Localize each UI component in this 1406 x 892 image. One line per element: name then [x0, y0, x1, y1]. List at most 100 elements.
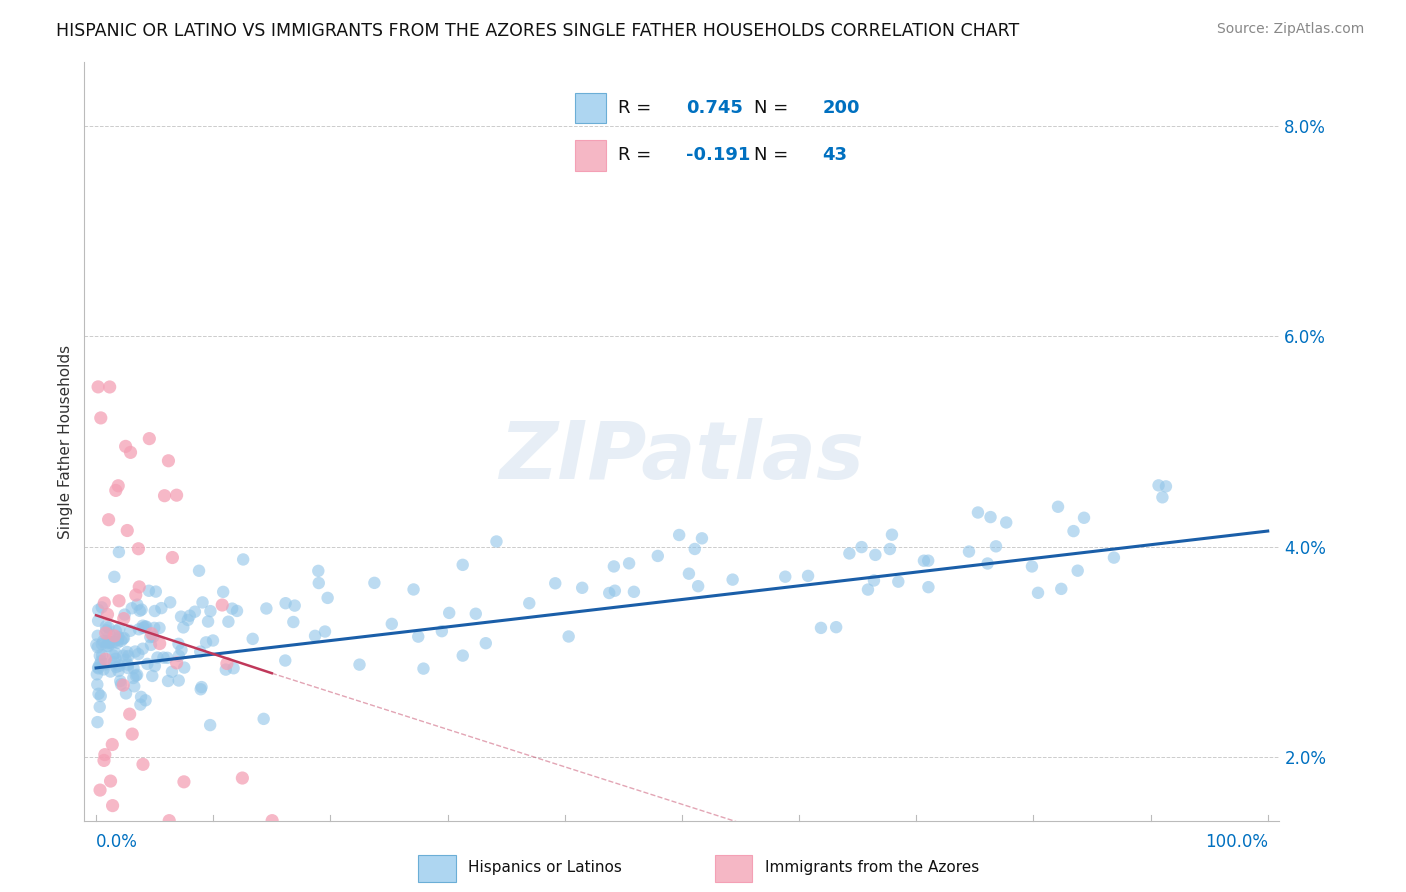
Point: [97, 639, 120, 653]
Point: [177, 613, 200, 627]
Point: [125, 588, 148, 602]
Point: [87, 687, 110, 701]
Point: [284, 599, 307, 613]
Point: [232, 552, 254, 566]
Point: [197, 615, 219, 629]
Point: [112, 631, 135, 645]
Point: [91, 648, 114, 663]
Point: [139, 630, 162, 644]
Point: [1154, 479, 1177, 493]
Point: [190, 682, 212, 697]
Point: [142, 630, 165, 644]
Point: [190, 680, 212, 694]
Point: [124, 644, 146, 658]
Point: [912, 554, 935, 568]
Point: [810, 621, 832, 635]
Point: [128, 580, 150, 594]
Point: [107, 630, 129, 644]
FancyBboxPatch shape: [575, 93, 606, 123]
Point: [1147, 478, 1170, 492]
Point: [150, 601, 173, 615]
Point: [89, 648, 111, 663]
Point: [101, 798, 124, 813]
Point: [721, 573, 744, 587]
Text: R =: R =: [619, 99, 657, 117]
Point: [212, 585, 235, 599]
Point: [98, 627, 121, 641]
Point: [201, 633, 224, 648]
Point: [668, 528, 690, 542]
FancyBboxPatch shape: [419, 855, 456, 881]
Point: [128, 622, 150, 636]
Point: [132, 757, 155, 772]
Point: [91, 634, 114, 648]
Point: [136, 657, 159, 671]
Point: [143, 621, 166, 635]
Point: [139, 638, 162, 652]
Point: [132, 641, 155, 656]
Point: [145, 584, 167, 599]
Point: [97, 636, 120, 650]
Point: [1063, 524, 1085, 538]
Point: [105, 636, 128, 650]
Point: [242, 632, 264, 646]
Point: [825, 620, 848, 634]
Point: [211, 598, 233, 612]
Point: [103, 634, 125, 648]
Point: [980, 510, 1002, 524]
Point: [122, 671, 145, 685]
FancyBboxPatch shape: [575, 140, 606, 170]
Point: [402, 582, 425, 597]
Point: [122, 661, 145, 675]
Point: [103, 656, 125, 670]
Point: [557, 630, 579, 644]
Point: [120, 624, 142, 638]
Point: [957, 544, 980, 558]
Point: [146, 650, 169, 665]
Point: [117, 524, 139, 538]
Point: [138, 583, 160, 598]
Text: N =: N =: [754, 99, 794, 117]
Point: [678, 566, 700, 581]
Point: [131, 602, 153, 616]
Point: [598, 586, 620, 600]
Point: [865, 548, 887, 562]
Point: [90, 600, 112, 615]
Text: 0.745: 0.745: [686, 99, 742, 117]
Point: [226, 604, 249, 618]
Point: [98, 380, 121, 394]
Point: [166, 488, 188, 502]
Point: [86, 667, 108, 681]
Point: [135, 619, 157, 633]
Point: [188, 564, 211, 578]
Point: [157, 673, 180, 688]
Point: [775, 570, 797, 584]
Point: [217, 615, 239, 629]
Point: [138, 432, 160, 446]
Point: [135, 693, 157, 707]
Point: [215, 657, 238, 671]
Point: [87, 640, 110, 655]
Point: [149, 637, 172, 651]
Point: [1073, 510, 1095, 524]
Point: [89, 657, 111, 672]
Text: HISPANIC OR LATINO VS IMMIGRANTS FROM THE AZORES SINGLE FATHER HOUSEHOLDS CORREL: HISPANIC OR LATINO VS IMMIGRANTS FROM TH…: [56, 22, 1019, 40]
Point: [132, 621, 155, 635]
Text: 0.0%: 0.0%: [96, 833, 138, 851]
Point: [464, 607, 486, 621]
Point: [430, 624, 453, 639]
Point: [110, 673, 132, 688]
Point: [995, 516, 1018, 530]
Point: [195, 635, 218, 649]
Text: Immigrants from the Azores: Immigrants from the Azores: [765, 860, 979, 875]
Point: [517, 596, 540, 610]
Point: [117, 657, 139, 672]
Point: [544, 576, 567, 591]
Point: [167, 637, 190, 651]
Point: [90, 654, 112, 668]
Point: [170, 643, 193, 657]
Point: [167, 648, 190, 663]
Point: [1047, 500, 1070, 514]
Point: [115, 645, 138, 659]
Point: [86, 638, 108, 652]
